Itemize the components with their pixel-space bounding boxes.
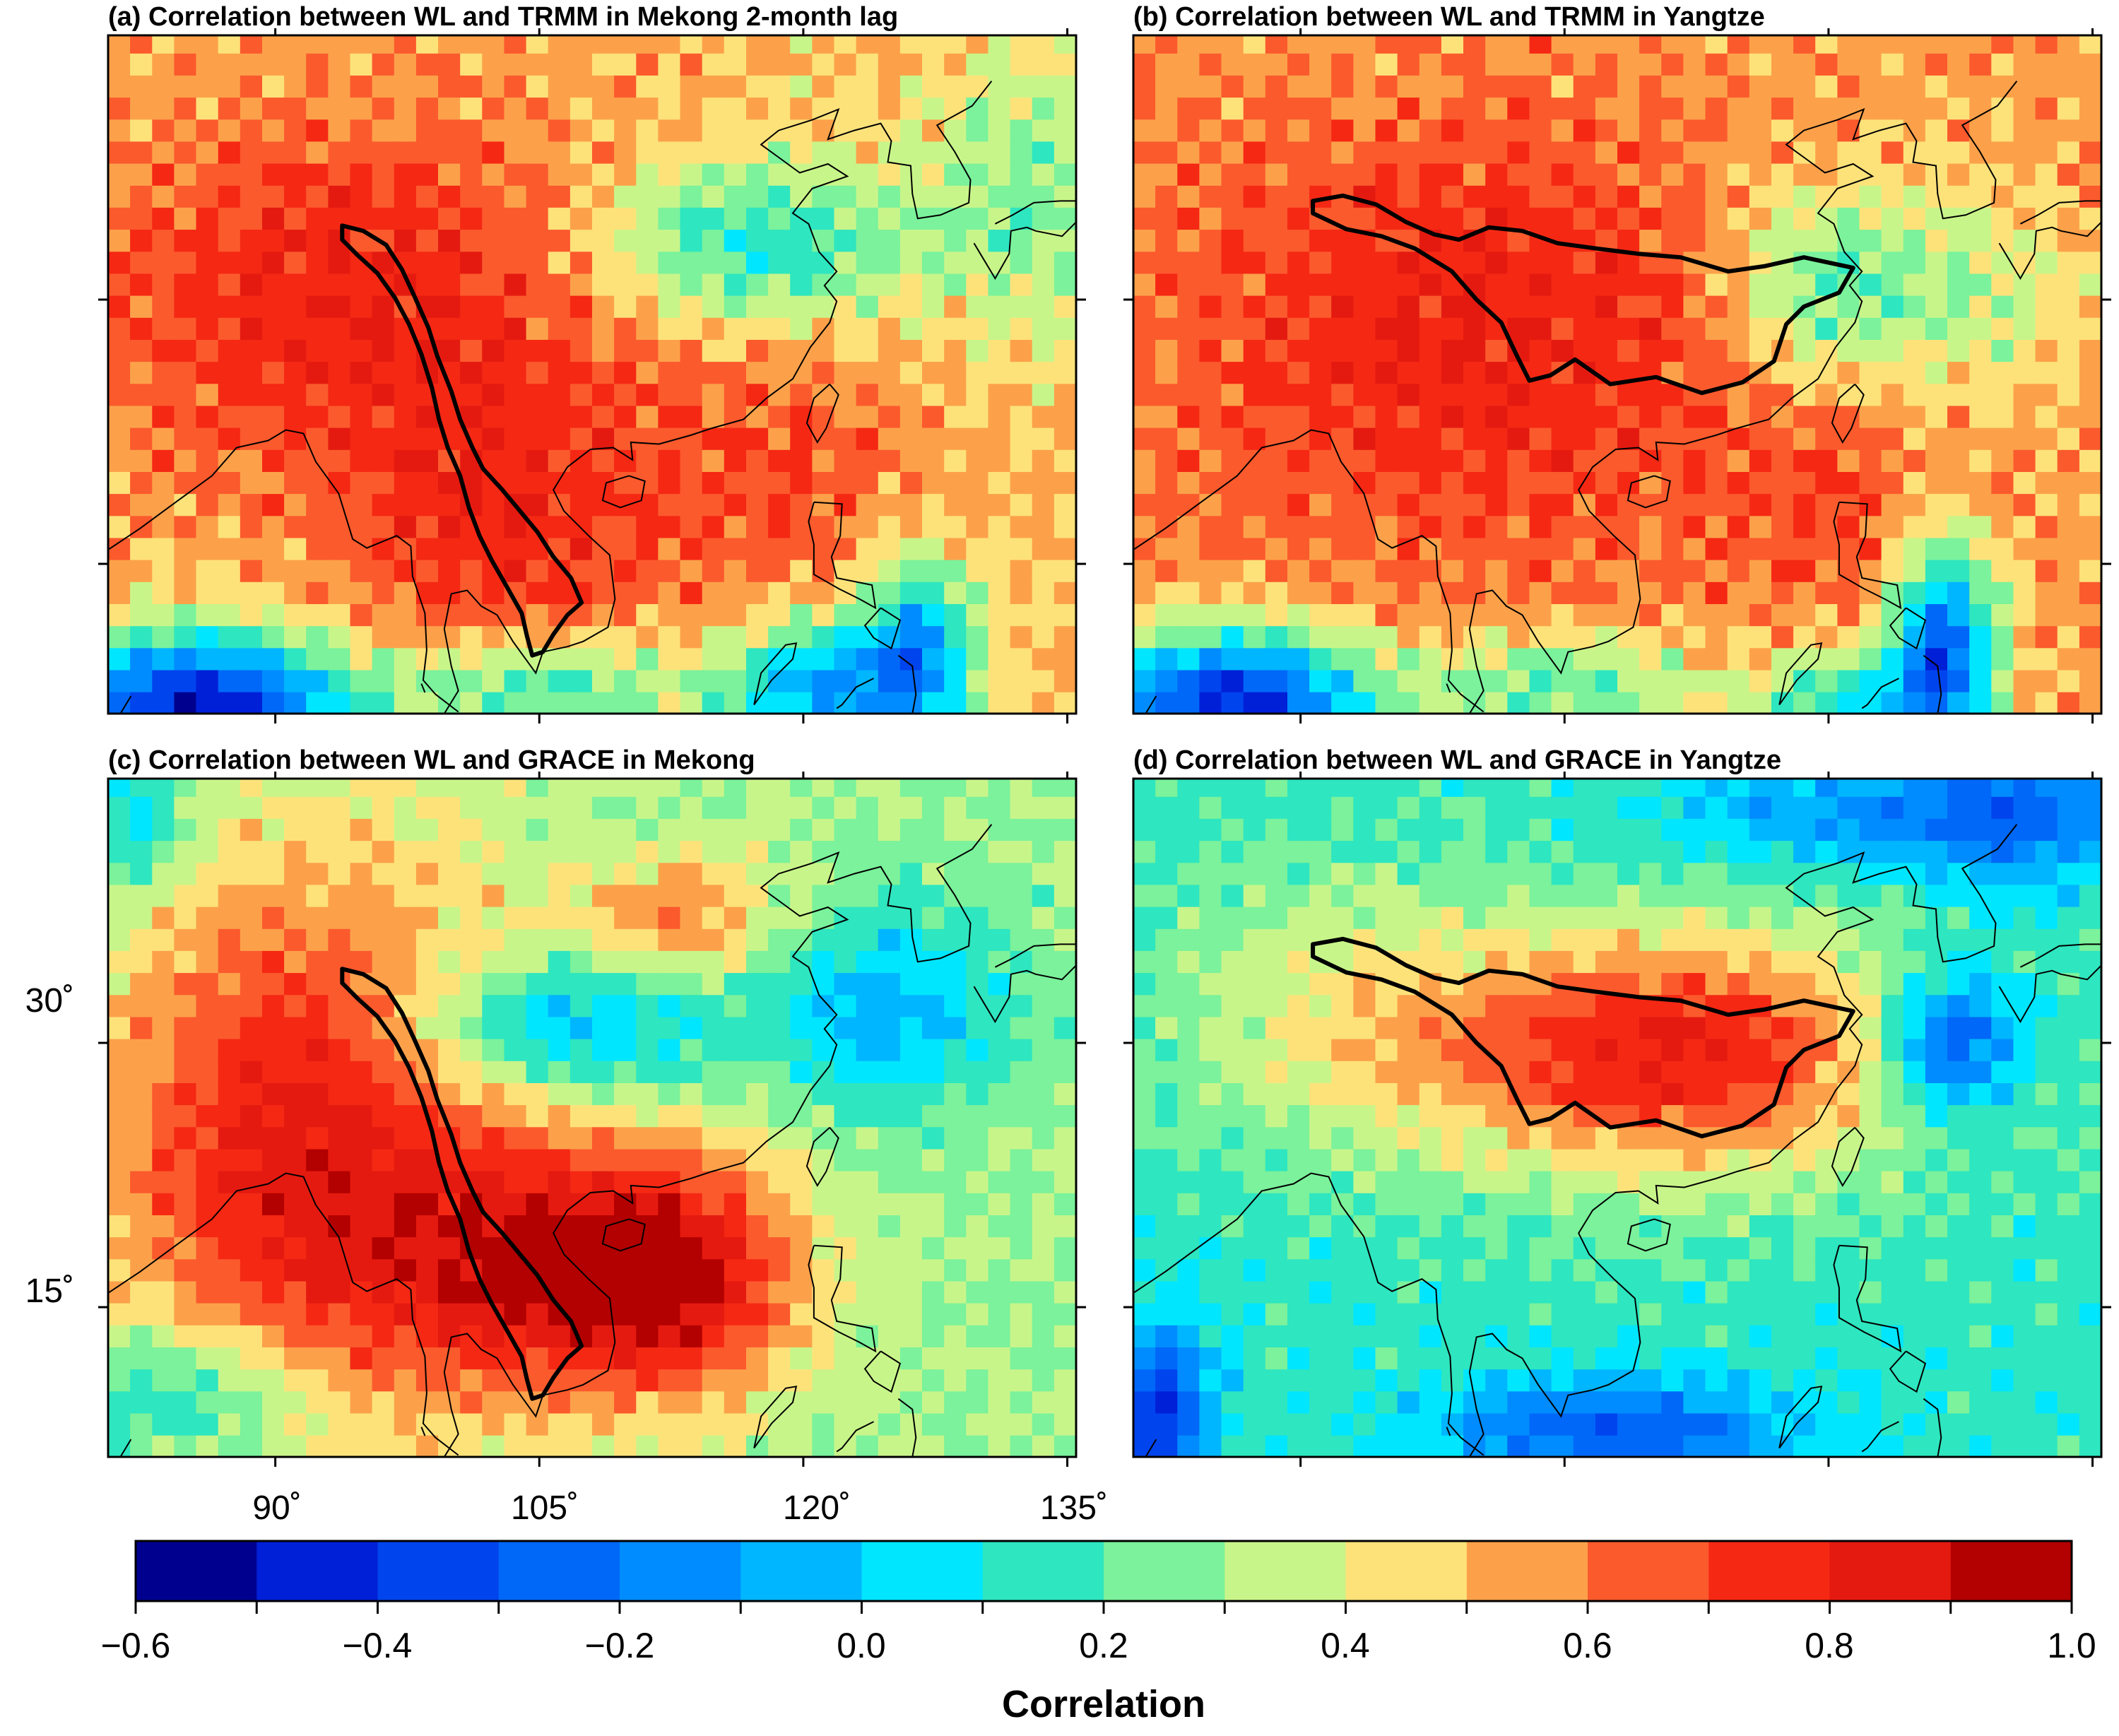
colorbar-bin-8 <box>1104 1541 1225 1601</box>
map-panel-b: (b) Correlation between WL and TRMM in Y… <box>1123 2 2111 724</box>
colorbar-bin-9 <box>1224 1541 1347 1601</box>
panel-title-b: (b) Correlation between WL and TRMM in Y… <box>1133 2 1765 32</box>
panel-title-d: (d) Correlation between WL and GRACE in … <box>1133 745 1781 775</box>
panel-title-a: (a) Correlation between WL and TRMM in M… <box>108 2 898 32</box>
colorbar-bin-1 <box>256 1541 379 1601</box>
correlation-grid-d <box>1133 779 2101 1457</box>
cb-label-06: 0.6 <box>1563 1626 1612 1665</box>
colorbar-bin-3 <box>498 1541 620 1601</box>
lon-label-120: 120˚ <box>783 1489 851 1527</box>
map-panel-d: (d) Correlation between WL and GRACE in … <box>1123 745 2111 1467</box>
colorbar-bin-15 <box>1950 1541 2072 1601</box>
colorbar-bin-2 <box>377 1541 500 1601</box>
map-panels: (a) Correlation between WL and TRMM in M… <box>98 2 2111 1467</box>
colorbar-bin-4 <box>620 1541 741 1601</box>
map-panel-a: (a) Correlation between WL and TRMM in M… <box>98 2 1086 724</box>
colorbar-bin-13 <box>1708 1541 1831 1601</box>
basin-outline-mekong <box>340 223 584 658</box>
cb-label-04: 0.4 <box>1321 1626 1370 1665</box>
colorbar-bin-5 <box>740 1541 863 1601</box>
lat-label-30: 30˚ <box>25 982 74 1020</box>
lon-label-90: 90˚ <box>252 1489 301 1527</box>
lon-label-105: 105˚ <box>511 1489 579 1527</box>
coastlines-b <box>1133 81 2101 714</box>
cb-label-neg06: −0.6 <box>101 1626 171 1665</box>
cb-label-08: 0.8 <box>1805 1626 1854 1665</box>
colorbar-bin-6 <box>861 1541 984 1601</box>
coastlines-c <box>108 824 1076 1457</box>
colorbar-ticks <box>134 1601 2073 1614</box>
basin-outline-mekong <box>340 967 584 1401</box>
panel-frame-a <box>107 34 1078 715</box>
coastlines-a <box>108 81 1076 714</box>
colorbar-bin-14 <box>1829 1541 1952 1601</box>
colorbar-bin-11 <box>1466 1541 1588 1601</box>
panel-frame-d <box>1132 777 2103 1458</box>
cb-label-02: 0.2 <box>1079 1626 1128 1665</box>
cb-label-00: 0.0 <box>837 1626 886 1665</box>
colorbar-bin-0 <box>136 1541 257 1601</box>
lon-label-135: 135˚ <box>1040 1489 1108 1527</box>
colorbar-bin-7 <box>982 1541 1104 1601</box>
colorbar-bins <box>136 1541 2072 1601</box>
correlation-grid-a <box>108 35 1076 714</box>
colorbar: −0.6 −0.4 −0.2 0.0 0.2 0.4 0.6 0.8 1.0 C… <box>101 1540 2096 1725</box>
basin-outline-yangtze <box>1311 193 1855 396</box>
panel-frame-c <box>107 777 1078 1458</box>
panel-title-c: (c) Correlation between WL and GRACE in … <box>108 745 755 775</box>
coastlines-d <box>1133 824 2101 1457</box>
cb-label-neg02: −0.2 <box>585 1626 655 1665</box>
correlation-grid-c <box>108 779 1076 1457</box>
colorbar-bin-10 <box>1345 1541 1468 1601</box>
colorbar-title: Correlation <box>1002 1683 1205 1725</box>
panel-frame-b <box>1132 34 2103 715</box>
cb-label-10: 1.0 <box>2047 1626 2096 1665</box>
colorbar-bin-12 <box>1588 1541 1709 1601</box>
map-panel-c: (c) Correlation between WL and GRACE in … <box>98 745 1086 1467</box>
lat-label-15: 15˚ <box>25 1273 74 1310</box>
correlation-grid-b <box>1133 35 2101 714</box>
cb-label-neg04: −0.4 <box>343 1626 413 1665</box>
axis-labels: 30˚ 15˚ 90˚ 105˚ 120˚ 135˚ <box>25 982 1108 1527</box>
basin-outline-yangtze <box>1311 936 1855 1139</box>
